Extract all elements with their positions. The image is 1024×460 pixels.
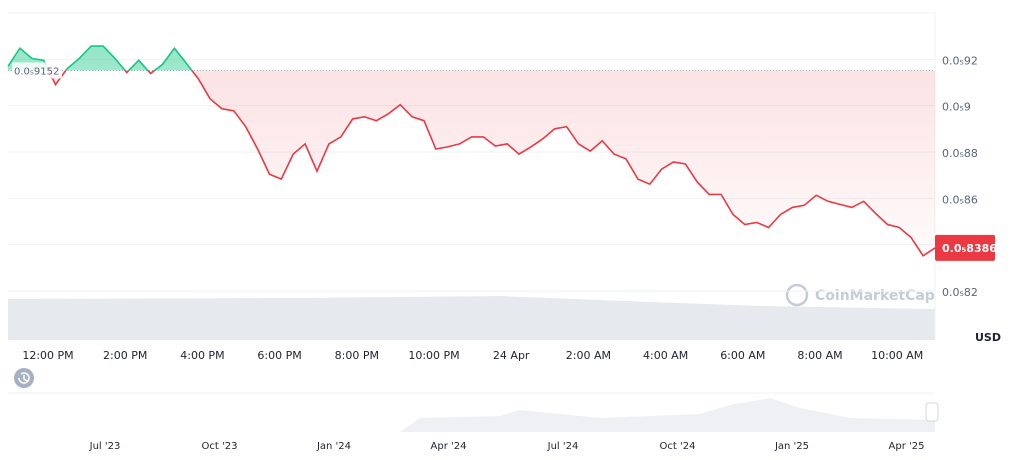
currency-label: USD xyxy=(975,331,1001,344)
navigator-label: Apr '24 xyxy=(431,441,467,452)
volume-area xyxy=(8,296,935,340)
navigator-label: Jan '25 xyxy=(774,441,809,452)
watermark: CoinMarketCap xyxy=(785,283,935,307)
x-tick-label: 6:00 PM xyxy=(257,349,301,362)
y-tick-label: 0.0₅92 xyxy=(942,54,978,67)
x-tick-label: 2:00 PM xyxy=(103,349,147,362)
x-tick-label: 12:00 PM xyxy=(22,349,73,362)
history-icon xyxy=(18,372,30,384)
navigator-handle[interactable] xyxy=(925,402,939,422)
x-tick-label: 24 Apr xyxy=(493,349,530,362)
price-line-down xyxy=(47,70,936,257)
y-tick-label: 0.0₅88 xyxy=(942,147,978,160)
navigator-label: Oct '24 xyxy=(660,441,696,452)
area-up xyxy=(8,46,935,71)
x-tick-label: 8:00 AM xyxy=(797,349,842,362)
y-tick-label: 0.0₅82 xyxy=(942,286,978,299)
baseline-label: 0.0₅9152 xyxy=(14,66,59,77)
price-line-up xyxy=(7,45,193,71)
x-tick-label: 10:00 PM xyxy=(408,349,459,362)
x-tick-label: 10:00 AM xyxy=(871,349,923,362)
x-tick-label: 4:00 AM xyxy=(643,349,688,362)
watermark-text: CoinMarketCap xyxy=(815,288,935,304)
y-tick-label: 0.0₅9 xyxy=(942,101,971,114)
navigator-label: Apr '25 xyxy=(889,441,925,452)
watermark-logo xyxy=(785,283,809,307)
navigator-area xyxy=(8,398,935,432)
baseline-label-bg xyxy=(12,62,62,79)
x-tick-label: 6:00 AM xyxy=(720,349,765,362)
x-tick-label: 4:00 PM xyxy=(180,349,224,362)
navigator-label: Jul '24 xyxy=(547,441,579,452)
x-tick-label: 2:00 AM xyxy=(566,349,611,362)
navigator-label: Jul '23 xyxy=(89,441,121,452)
area-down xyxy=(48,70,935,256)
y-tick-label: 0.0₅86 xyxy=(942,193,978,206)
navigator-label: Oct '23 xyxy=(202,441,238,452)
navigator-label: Jan '24 xyxy=(316,441,351,452)
x-tick-label: 8:00 PM xyxy=(335,349,379,362)
last-price-label: 0.0₅8386 xyxy=(942,242,997,255)
last-price-box xyxy=(935,234,995,261)
